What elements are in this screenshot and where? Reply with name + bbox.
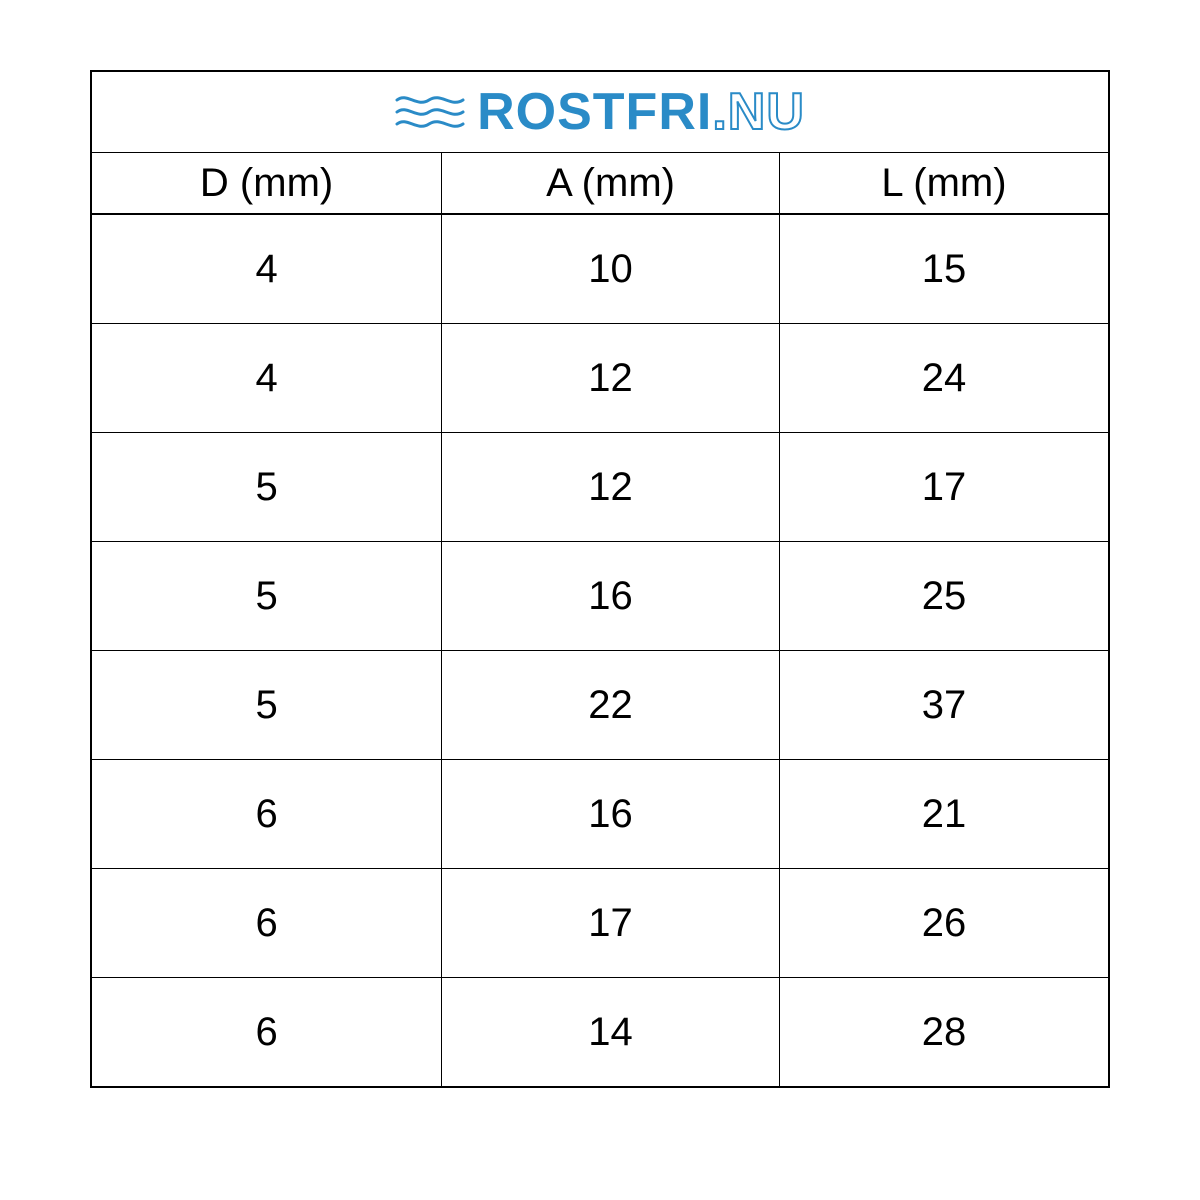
cell: 6 — [91, 869, 442, 978]
table-row: 6 16 21 — [91, 760, 1109, 869]
cell: 12 — [442, 324, 780, 433]
cell: 22 — [442, 651, 780, 760]
table-row: 5 12 17 — [91, 433, 1109, 542]
table-row: 4 10 15 — [91, 214, 1109, 324]
logo-cell: ROSTFRI.NU — [91, 71, 1109, 153]
brand-text: ROSTFRI.NU — [477, 86, 805, 138]
cell: 6 — [91, 978, 442, 1088]
table-row: 5 16 25 — [91, 542, 1109, 651]
cell: 10 — [442, 214, 780, 324]
page-canvas: ROSTFRI.NU D (mm) A (mm) L (mm) 4 10 15 … — [0, 0, 1200, 1200]
dimensions-table: ROSTFRI.NU D (mm) A (mm) L (mm) 4 10 15 … — [90, 70, 1110, 1088]
brand-name-secondary: .NU — [712, 83, 805, 141]
col-header-l: L (mm) — [779, 153, 1109, 215]
cell: 24 — [779, 324, 1109, 433]
logo-row: ROSTFRI.NU — [91, 71, 1109, 153]
cell: 4 — [91, 324, 442, 433]
cell: 6 — [91, 760, 442, 869]
cell: 5 — [91, 542, 442, 651]
cell: 14 — [442, 978, 780, 1088]
table-header-row: D (mm) A (mm) L (mm) — [91, 153, 1109, 215]
cell: 12 — [442, 433, 780, 542]
waves-icon — [395, 90, 465, 134]
brand-name-primary: ROSTFRI — [477, 83, 712, 141]
cell: 28 — [779, 978, 1109, 1088]
col-header-a: A (mm) — [442, 153, 780, 215]
cell: 5 — [91, 433, 442, 542]
brand-logo: ROSTFRI.NU — [92, 72, 1108, 152]
cell: 5 — [91, 651, 442, 760]
table-row: 5 22 37 — [91, 651, 1109, 760]
cell: 37 — [779, 651, 1109, 760]
cell: 26 — [779, 869, 1109, 978]
cell: 16 — [442, 542, 780, 651]
cell: 17 — [779, 433, 1109, 542]
cell: 17 — [442, 869, 780, 978]
cell: 4 — [91, 214, 442, 324]
cell: 25 — [779, 542, 1109, 651]
cell: 15 — [779, 214, 1109, 324]
cell: 16 — [442, 760, 780, 869]
table-row: 4 12 24 — [91, 324, 1109, 433]
table-row: 6 17 26 — [91, 869, 1109, 978]
cell: 21 — [779, 760, 1109, 869]
col-header-d: D (mm) — [91, 153, 442, 215]
table-row: 6 14 28 — [91, 978, 1109, 1088]
